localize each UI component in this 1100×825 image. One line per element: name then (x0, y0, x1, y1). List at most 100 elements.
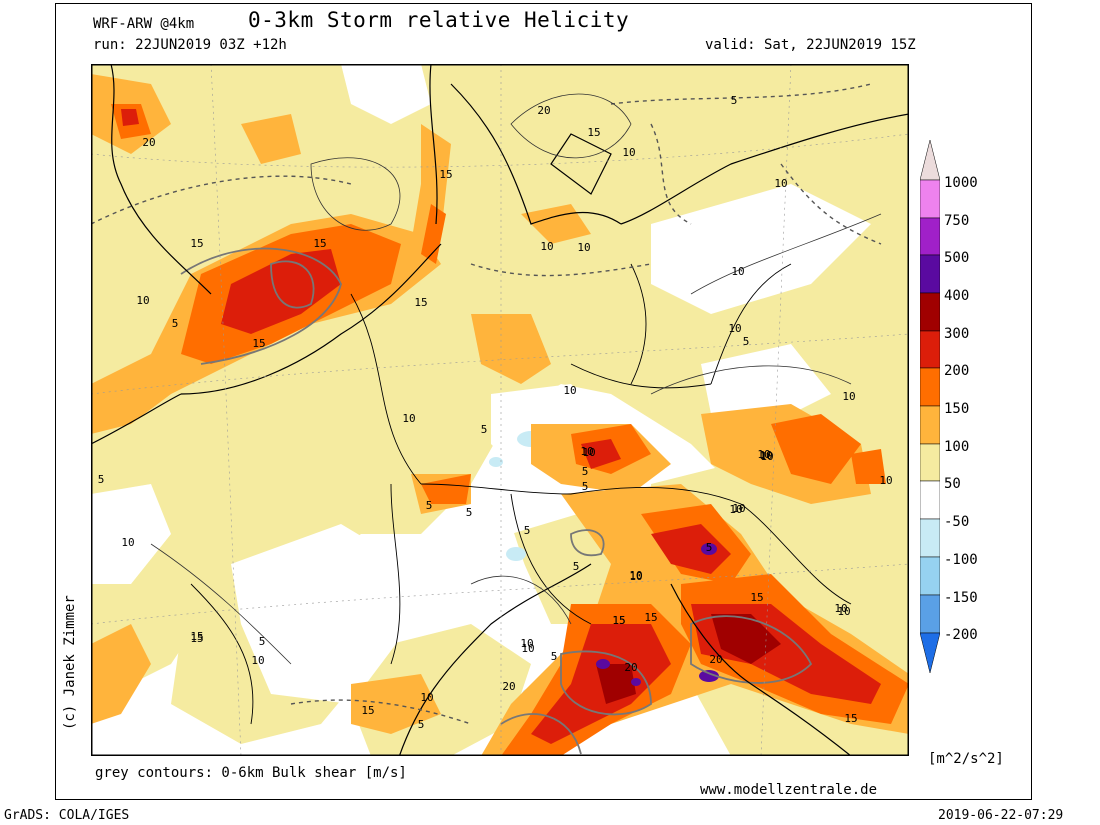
contour-label: 10 (728, 322, 741, 335)
contour-label: 5 (573, 560, 580, 573)
contour-label: 10 (520, 637, 533, 650)
contour-label: 10 (121, 536, 134, 549)
colorbar-segment (920, 443, 940, 482)
figure-frame (55, 3, 1032, 800)
contour-label: 10 (629, 569, 642, 582)
colorbar-segment (920, 632, 940, 674)
website-label: www.modellzentrale.de (700, 782, 878, 798)
map-border (91, 64, 909, 756)
contour-label: 5 (466, 506, 473, 519)
colorbar-label: 150 (944, 401, 970, 417)
contour-label: 5 (551, 650, 558, 663)
contour-label: 15 (313, 237, 326, 250)
contour-label: 10 (251, 654, 264, 667)
contour-label: 15 (750, 591, 763, 604)
contour-label: 10 (622, 146, 635, 159)
colorbar-label: 500 (944, 250, 970, 266)
contour-label: 10 (774, 177, 787, 190)
run-info: run: 22JUN2019 03Z +12h (93, 37, 287, 53)
contour-label: 10 (757, 448, 770, 461)
colorbar-segment (920, 556, 940, 596)
contour-label: 10 (842, 390, 855, 403)
contour-labels: 20 15 10 5 20 15 15 10 5 10 10 15 15 15 … (98, 94, 893, 731)
contour-label: 5 (481, 423, 488, 436)
contour-label: 15 (361, 704, 374, 717)
contour-label: 10 (629, 570, 642, 583)
colorbar-label: -200 (944, 627, 978, 643)
colorbar (920, 140, 940, 674)
colorbar-segment (920, 292, 940, 332)
colorbar-label: 1000 (944, 175, 978, 191)
colorbar-label: -100 (944, 552, 978, 568)
colorbar-units: [m^2/s^2] (928, 751, 1004, 767)
borders (190, 263, 852, 725)
contour-label: 20 (142, 136, 155, 149)
contour-label: 10 (136, 294, 149, 307)
colorbar-label: -50 (944, 514, 970, 530)
contour-label: 15 (190, 237, 203, 250)
contour-label: 10 (759, 449, 772, 462)
contour-label: 10 (540, 240, 553, 253)
colorbar-segment (920, 594, 940, 634)
model-label: WRF-ARW @4km (93, 16, 195, 32)
colorbar-segment (920, 254, 940, 294)
dashed-contours (91, 83, 882, 725)
contour-label: 5 (259, 635, 266, 648)
colorbar-segment (920, 179, 940, 219)
contour-label: 15 (190, 630, 203, 643)
contour-label: 10 (879, 474, 892, 487)
contour-label: 10 (402, 412, 415, 425)
colorbar-label: 300 (944, 326, 970, 342)
lat-lon-grid (91, 64, 909, 756)
contour-label: 15 (644, 611, 657, 624)
shear-note: grey contours: 0-6km Bulk shear [m/s] (95, 765, 407, 781)
contour-label: 5 (731, 94, 738, 107)
colorbar-segment (920, 405, 940, 445)
colorbar-label: 50 (944, 476, 961, 492)
contour-label: 5 (524, 524, 531, 537)
contour-label: 10 (577, 241, 590, 254)
contour-label: 20 (502, 680, 515, 693)
colorbar-segment (920, 140, 940, 181)
map-title: 0-3km Storm relative Helicity (248, 8, 630, 32)
contour-label: 20 (624, 661, 637, 674)
contour-label: 5 (426, 499, 433, 512)
shear-contours (180, 247, 813, 755)
colorbar-label: 100 (944, 439, 970, 455)
contour-label: 15 (190, 632, 203, 645)
colorbar-label: 400 (944, 288, 970, 304)
colorbar-segment (920, 480, 940, 520)
contour-label: 10 (760, 450, 773, 463)
contour-label: 15 (612, 614, 625, 627)
colorbar-segment (920, 367, 940, 407)
contour-label: 15 (252, 337, 265, 350)
contour-label: 5 (743, 335, 750, 348)
coastlines (91, 64, 909, 756)
contour-label: 5 (418, 718, 425, 731)
contour-label: 5 (706, 541, 713, 554)
contour-label: 10 (731, 265, 744, 278)
colorbar-segment (920, 217, 940, 256)
contour-label: 10 (834, 602, 847, 615)
contour-label: 10 (732, 502, 745, 515)
contour-label: 15 (844, 712, 857, 725)
contour-label: 15 (439, 168, 452, 181)
contour-label: 10 (521, 642, 534, 655)
contour-label: 10 (837, 605, 850, 618)
contour-label: 5 (582, 480, 589, 493)
solid-contours (150, 93, 882, 665)
contour-label: 10 (563, 384, 576, 397)
contour-label: 5 (582, 465, 589, 478)
contour-label: 15 (414, 296, 427, 309)
contour-label: 5 (98, 473, 105, 486)
contour-label: 10 (582, 446, 595, 459)
colorbar-segment (920, 518, 940, 558)
contour-label: 20 (709, 653, 722, 666)
render-timestamp: 2019-06-22-07:29 (938, 808, 1064, 823)
colorbar-label: 750 (944, 213, 970, 229)
valid-time: valid: Sat, 22JUN2019 15Z (705, 37, 916, 53)
contour-label: 10 (580, 445, 593, 458)
field-400-plus (596, 543, 719, 686)
field-300-400 (596, 614, 781, 704)
contour-label: 5 (172, 317, 179, 330)
